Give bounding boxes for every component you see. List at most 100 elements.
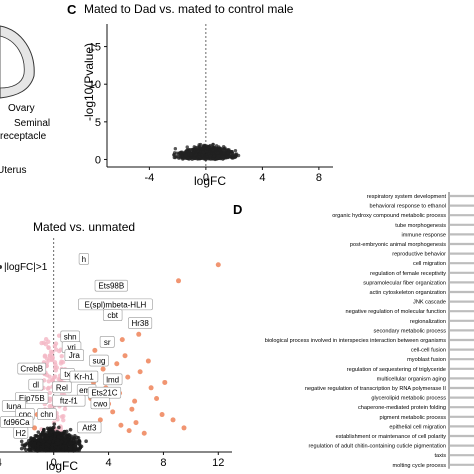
- go-term-label: regulation of sequestering of triglyceri…: [347, 367, 446, 373]
- panel-b-point: [45, 442, 49, 447]
- panel-b-xtick-label: 4: [0, 457, 2, 469]
- gene-label-text: Atf3: [82, 423, 97, 432]
- gene-label-box: [94, 279, 128, 292]
- panel-c-point: [226, 151, 230, 155]
- panel-b-significant-point: [176, 278, 182, 284]
- go-term-label: respiratory system development: [367, 194, 447, 200]
- panel-b-pink-point: [53, 368, 59, 373]
- gene-label-H2: H2: [13, 426, 29, 439]
- go-term-label: negative regulation of transcription by …: [305, 386, 447, 392]
- panel-b-pink-point: [46, 358, 52, 363]
- panel-b-significant-point: [125, 374, 131, 380]
- gene-label-Atf3: Atf3: [77, 421, 102, 434]
- go-term-label: organic hydroxy compound metabolic proce…: [332, 213, 446, 219]
- panel-b-point: [23, 443, 28, 448]
- panel-c-ytick-label: 5: [95, 117, 101, 129]
- gene-label-box: [52, 394, 86, 407]
- panel-b-point: [24, 447, 28, 452]
- panel-b-significant-point: [162, 379, 168, 385]
- legend-dot: [0, 265, 2, 269]
- panel-b-point: [60, 444, 65, 449]
- panel-b-point: [31, 437, 36, 442]
- gene-label-box: [78, 253, 89, 265]
- gene-label-fd96Ca: fd96Ca: [0, 416, 34, 428]
- panel-b-point: [64, 446, 68, 450]
- panel-c: C Mated to Dad vs. mated to control male…: [67, 2, 333, 188]
- gene-label-text: Rel: [56, 383, 68, 392]
- panel-b-plot: 4 0 4 8 12 h Ets98B E(spl)mbeta-HLH Hr38 cbt shn sr…: [0, 238, 232, 469]
- go-term-label: supramolecular fiber organization: [363, 280, 446, 286]
- gene-label-Ets21C: Ets21C: [87, 386, 122, 399]
- panel-c-point: [184, 149, 189, 153]
- panel-c-point: [223, 148, 228, 153]
- panel-b-pink-point: [43, 342, 48, 347]
- panel-b-point: [31, 443, 35, 448]
- gene-label-text: sug: [93, 357, 106, 366]
- panel-c-point: [190, 147, 194, 152]
- panel-c-point: [173, 155, 177, 160]
- panel-b-point: [61, 431, 66, 436]
- panel-c-point: [211, 157, 215, 161]
- panel-c-point: [207, 144, 211, 149]
- panel-b-pink-point: [46, 345, 51, 350]
- panel-b-significant-point: [159, 412, 165, 418]
- panel-b-point: [70, 436, 74, 440]
- panel-c-xtick-label: 4: [259, 172, 265, 184]
- panel-b-pink-point: [47, 396, 52, 401]
- panel-c-ytick-label: 0: [95, 154, 101, 166]
- panel-b-xtick-label: 4: [106, 457, 112, 469]
- panel-b-point: [62, 437, 67, 442]
- panel-c-point: [196, 149, 200, 153]
- panel-c-point: [178, 154, 182, 158]
- panel-b-significant-point: [119, 337, 125, 343]
- panel-b-significant-point: [110, 409, 116, 415]
- gene-label-text: shn: [64, 332, 77, 341]
- panel-b-point: [54, 445, 59, 449]
- panel-b-xlabel: logFC: [46, 459, 78, 473]
- panel-b-point: [84, 439, 88, 444]
- panel-c-point: [231, 154, 235, 158]
- panel-b-pink-point: [49, 377, 55, 383]
- panel-b-point: [49, 436, 54, 441]
- go-term-label: actin cytoskeleton organization: [370, 290, 447, 296]
- panel-b-point: [67, 432, 71, 437]
- panel-b-point: [73, 443, 78, 447]
- panel-c-point: [194, 153, 198, 157]
- panel-c-point: [192, 145, 197, 149]
- panel-b-significant-point: [181, 425, 187, 431]
- uterus-label: Uterus: [0, 165, 26, 176]
- gene-label-Kr-h1: Kr-h1: [69, 370, 99, 383]
- panel-b-point: [43, 448, 48, 453]
- gene-label-text: vri: [67, 343, 76, 352]
- panel-c-point: [230, 151, 235, 155]
- gene-label-Hr38: Hr38: [128, 317, 153, 329]
- panel-b-point: [53, 432, 58, 436]
- panel-c-point: [208, 154, 213, 158]
- gene-label-text: cnc: [19, 410, 31, 419]
- gene-label-h: h: [78, 253, 89, 265]
- panel-b-significant-point: [122, 353, 128, 359]
- panel-b-point: [19, 446, 24, 451]
- panel-letter-c: C: [67, 2, 77, 17]
- go-term-label: secondary metabolic process: [374, 328, 447, 334]
- panel-b-point: [36, 430, 41, 434]
- panel-c-point: [202, 156, 207, 160]
- gene-label-text: ftz-f1: [60, 397, 78, 406]
- panel-c-point: [178, 151, 182, 155]
- panel-b-significant-point: [97, 417, 103, 423]
- gene-label-text: luna: [6, 402, 22, 411]
- panel-b-pink-point: [43, 336, 49, 342]
- panel-b-significant-point: [154, 396, 160, 401]
- gene-label-box: [99, 336, 115, 348]
- panel-b-significant-point: [32, 425, 38, 431]
- go-term-label: reproductive behavior: [392, 252, 446, 258]
- go-term-label: tube morphogenesis: [395, 223, 446, 229]
- gene-label-box: [128, 317, 153, 329]
- panel-b-point: [56, 438, 60, 443]
- gene-label-sug: sug: [89, 354, 109, 367]
- go-term-label: multicellular organism aging: [377, 376, 446, 382]
- panel-b-pink-point: [52, 360, 58, 365]
- gene-label-cbt: cbt: [102, 309, 123, 321]
- panel-b-point: [36, 441, 41, 446]
- panel-b-pink-point: [59, 353, 64, 359]
